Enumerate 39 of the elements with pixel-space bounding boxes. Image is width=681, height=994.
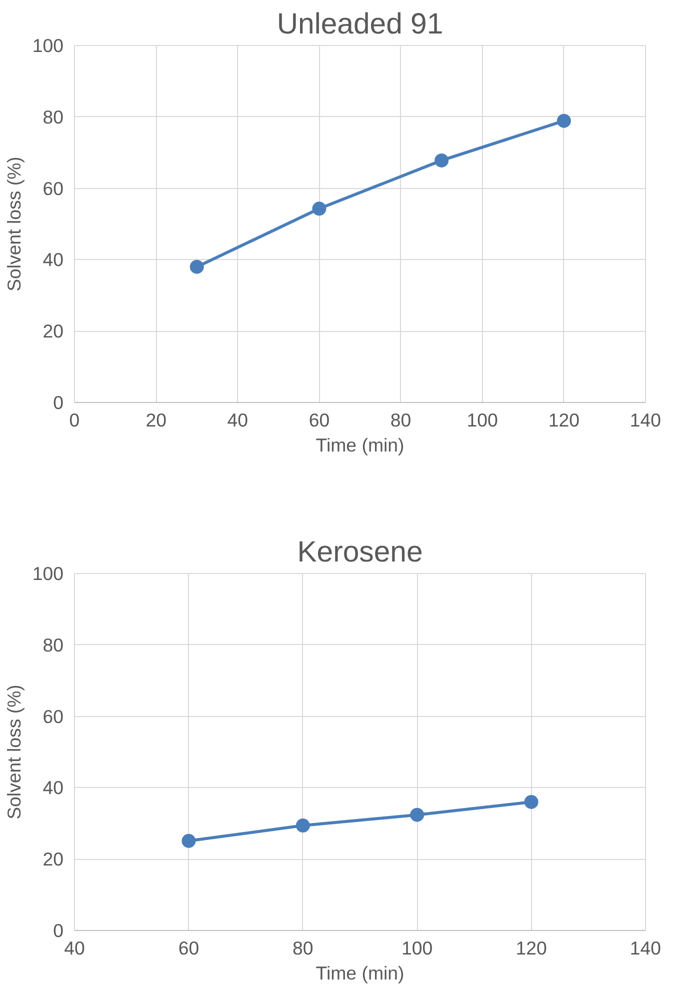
point — [182, 834, 196, 848]
y-tick-label: 40 — [42, 249, 64, 270]
x-tick-label: 140 — [630, 410, 662, 430]
chart-title: Kerosene — [297, 536, 423, 568]
x-tick-label: 140 — [630, 938, 662, 958]
x-tick-label: 100 — [466, 410, 498, 430]
point — [190, 260, 204, 274]
point — [524, 794, 538, 809]
y-tick-label: 100 — [32, 35, 64, 56]
x-tick-label: 60 — [308, 410, 330, 430]
y-axis-title: Solvent loss (%) — [3, 156, 24, 292]
y-tick-label: 80 — [42, 106, 64, 128]
y-axis-title: Solvent loss (%) — [3, 684, 24, 820]
y-tick-label: 20 — [42, 320, 64, 342]
x-axis-title: Time (min) — [316, 962, 404, 984]
y-tick-label: 100 — [32, 563, 64, 584]
x-tick-label: 120 — [548, 410, 580, 430]
y-tick-label: 20 — [42, 848, 64, 870]
chart-title: Unleaded 91 — [276, 8, 444, 40]
x-tick-label: 60 — [178, 938, 200, 958]
x-axis-title: Time (min) — [316, 434, 404, 456]
x-tick-label: 20 — [146, 410, 166, 430]
x-tick-label: 120 — [516, 938, 547, 958]
point — [434, 153, 449, 168]
y-tick-label: 60 — [42, 706, 64, 727]
x-tick-label: 0 — [69, 410, 80, 430]
x-tick-label: 80 — [292, 938, 314, 958]
y-tick-label: 0 — [53, 920, 64, 941]
point — [296, 818, 310, 833]
point — [312, 202, 326, 216]
x-tick-label: 40 — [227, 410, 248, 430]
y-tick-label: 60 — [42, 178, 64, 199]
x-tick-label: 100 — [402, 938, 433, 958]
x-tick-label: 80 — [390, 410, 412, 430]
point — [556, 114, 571, 128]
point — [410, 808, 424, 822]
y-tick-label: 40 — [42, 777, 64, 798]
y-tick-label: 80 — [42, 634, 64, 656]
y-tick-label: 0 — [53, 392, 64, 413]
